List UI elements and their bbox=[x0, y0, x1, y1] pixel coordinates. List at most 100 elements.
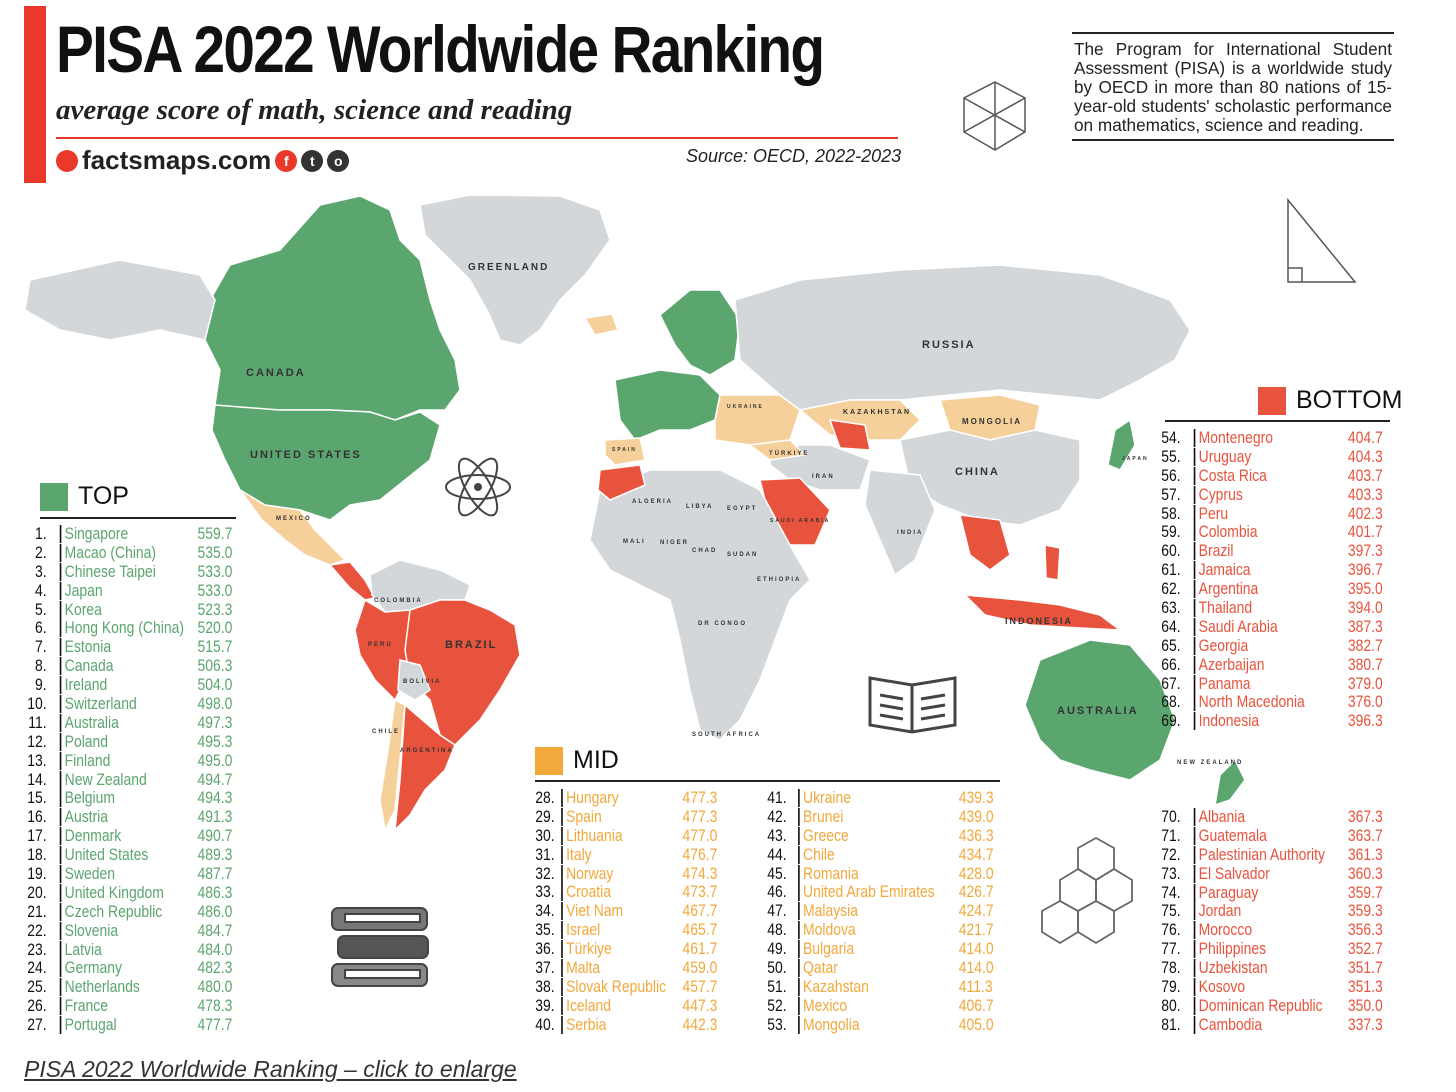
legend-bottom: BOTTOM bbox=[1258, 386, 1402, 415]
rank-number: 72. bbox=[1161, 844, 1181, 864]
rank-divider bbox=[59, 827, 62, 846]
country-score: 482.3 bbox=[197, 958, 233, 978]
country-score: 356.3 bbox=[1347, 920, 1383, 940]
ranking-row: 62. Argentina 395.0 bbox=[1156, 579, 1394, 599]
ranking-row: 41. Ukraine 439.3 bbox=[762, 788, 1000, 807]
facebook-icon[interactable]: f bbox=[275, 149, 298, 172]
rank-number: 65. bbox=[1161, 635, 1181, 655]
country-name: Greece bbox=[803, 825, 849, 845]
rank-divider bbox=[561, 959, 563, 978]
enlarge-caption-link[interactable]: PISA 2022 Worldwide Ranking – click to e… bbox=[24, 1056, 517, 1082]
country-score: 515.7 bbox=[197, 637, 233, 657]
country-score: 351.3 bbox=[1347, 977, 1383, 997]
country-name: Colombia bbox=[1198, 522, 1258, 542]
ranking-row: 9. Ireland 504.0 bbox=[22, 675, 235, 695]
india-region bbox=[864, 469, 936, 577]
rank-number: 68. bbox=[1161, 692, 1181, 712]
rank-divider bbox=[59, 562, 62, 581]
ranking-row: 67. Panama 379.0 bbox=[1156, 674, 1394, 693]
rank-divider bbox=[59, 902, 62, 921]
rank-number: 2. bbox=[34, 542, 47, 562]
ranking-row: 22. Slovenia 484.7 bbox=[22, 921, 235, 940]
rank-divider bbox=[1193, 826, 1196, 845]
rank-number: 73. bbox=[1161, 863, 1181, 883]
rank-number: 32. bbox=[535, 863, 555, 883]
ranking-row: 31. Italy 476.7 bbox=[530, 845, 735, 864]
rank-divider bbox=[59, 808, 62, 827]
country-score: 403.7 bbox=[1347, 465, 1383, 485]
pisa-info-box: The Program for International Student As… bbox=[1072, 32, 1394, 141]
rank-divider bbox=[798, 940, 800, 959]
country-name: Malaysia bbox=[803, 901, 859, 921]
ranking-row: 35. Israel 465.7 bbox=[530, 920, 735, 940]
country-score: 520.0 bbox=[197, 618, 233, 638]
united-states-region bbox=[211, 404, 441, 521]
country-name: Austria bbox=[64, 807, 109, 827]
ranking-row: 7. Estonia 515.7 bbox=[22, 637, 235, 657]
country-name: Brazil bbox=[1198, 541, 1234, 561]
ranking-row: 3. Chinese Taipei 533.0 bbox=[22, 562, 235, 581]
rank-divider bbox=[561, 789, 563, 807]
country-score: 436.3 bbox=[958, 825, 994, 845]
ranking-row: 14. New Zealand 494.7 bbox=[22, 770, 235, 789]
instagram-icon[interactable]: o bbox=[327, 149, 350, 172]
rank-divider bbox=[561, 1015, 563, 1034]
label-argentina: ARGENTINA bbox=[400, 748, 454, 754]
country-score: 476.7 bbox=[682, 844, 718, 864]
rank-number: 79. bbox=[1161, 977, 1181, 997]
brand-name: factsmaps.com bbox=[82, 145, 272, 175]
ranking-row: 49. Bulgaria 414.0 bbox=[762, 939, 1000, 959]
rank-divider bbox=[59, 581, 62, 600]
country-score: 382.7 bbox=[1347, 635, 1383, 655]
label-china: CHINA bbox=[955, 466, 1000, 478]
ranking-row: 78. Uzbekistan 351.7 bbox=[1156, 958, 1394, 978]
rank-number: 45. bbox=[767, 863, 787, 883]
ranking-row: 69. Indonesia 396.3 bbox=[1156, 711, 1394, 731]
country-name: Denmark bbox=[64, 826, 122, 846]
ranking-row: 79. Kosovo 351.3 bbox=[1156, 977, 1394, 997]
country-name: Moldova bbox=[803, 920, 856, 940]
mid-ranking-list-1: 28. Hungary 477.3 29. Spain 477.3 30. Lithuania… bbox=[530, 788, 780, 1034]
ranking-row: 50. Qatar 414.0 bbox=[762, 958, 1000, 978]
ranking-row: 73. El Salvador 360.3 bbox=[1156, 864, 1394, 883]
label-libya: LIBYA bbox=[686, 504, 713, 510]
rank-number: 30. bbox=[535, 825, 555, 845]
ranking-row: 57. Cyprus 403.3 bbox=[1156, 485, 1394, 504]
country-score: 402.3 bbox=[1347, 503, 1383, 523]
ranking-row: 23. Latvia 484.0 bbox=[22, 940, 235, 959]
china-region bbox=[899, 429, 1081, 526]
rank-number: 33. bbox=[535, 882, 555, 902]
label-bolivia: BOLIVIA bbox=[403, 679, 441, 685]
rank-number: 6. bbox=[34, 618, 47, 638]
rank-divider bbox=[798, 996, 800, 1015]
country-score: 404.7 bbox=[1347, 428, 1383, 447]
ranking-row: 47. Malaysia 424.7 bbox=[762, 901, 1000, 921]
country-name: Israel bbox=[566, 920, 601, 940]
country-score: 406.7 bbox=[958, 995, 994, 1015]
country-score: 489.3 bbox=[197, 845, 233, 865]
country-name: Netherlands bbox=[64, 977, 140, 997]
rank-number: 49. bbox=[767, 939, 787, 959]
ranking-row: 59. Colombia 401.7 bbox=[1156, 522, 1394, 542]
spain-region bbox=[604, 437, 646, 466]
country-name: Thailand bbox=[1198, 598, 1253, 618]
east-europe-region bbox=[714, 394, 801, 446]
ranking-row: 64. Saudi Arabia 387.3 bbox=[1156, 617, 1394, 636]
rank-divider bbox=[1193, 580, 1196, 599]
label-mali: MALI bbox=[623, 539, 646, 545]
country-name: Cambodia bbox=[1198, 1014, 1263, 1034]
ranking-row: 30. Lithuania 477.0 bbox=[530, 826, 735, 845]
brand-logo[interactable]: factsmaps.com f t o bbox=[56, 145, 350, 176]
label-turkiye: TÜRKIYE bbox=[769, 450, 809, 457]
ranking-row: 46. United Arab Emirates 426.7 bbox=[762, 882, 1000, 902]
rank-divider bbox=[561, 977, 563, 996]
rank-divider bbox=[1193, 617, 1196, 636]
rank-number: 63. bbox=[1161, 598, 1181, 618]
rank-divider bbox=[59, 619, 62, 638]
rank-number: 81. bbox=[1161, 1014, 1181, 1034]
label-sudan: SUDAN bbox=[727, 552, 758, 558]
ranking-row: 55. Uruguay 404.3 bbox=[1156, 447, 1394, 466]
rank-number: 40. bbox=[535, 1014, 555, 1034]
twitter-icon[interactable]: t bbox=[301, 149, 324, 172]
ranking-row: 80. Dominican Republic 350.0 bbox=[1156, 996, 1394, 1015]
